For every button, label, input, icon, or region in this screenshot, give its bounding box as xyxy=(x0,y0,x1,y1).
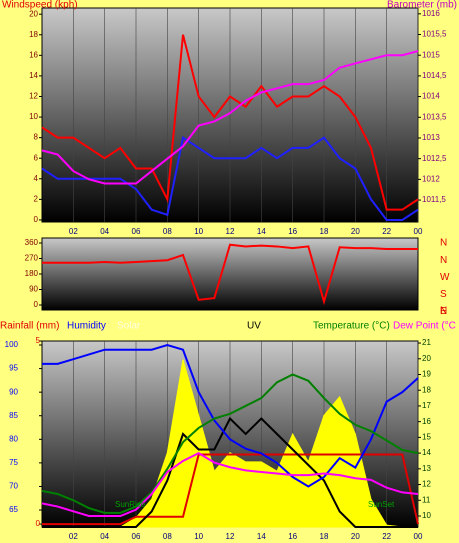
legend-entry: UV xyxy=(247,321,261,332)
x-tick-label: 04 xyxy=(100,532,109,541)
y2-axis-title: Barometer (mb) xyxy=(387,0,457,11)
x-tick-label: 14 xyxy=(257,227,266,236)
x-tick-label: 22 xyxy=(382,227,391,236)
y-tick-label: 5 xyxy=(36,336,41,345)
y-tick-label: 180 xyxy=(25,269,39,278)
compass-label: E xyxy=(440,306,447,317)
legend-entry: Dew Point (°C xyxy=(393,321,456,332)
legend-entry: Temperature (°C) xyxy=(313,321,390,332)
x-tick-label: 08 xyxy=(163,227,172,236)
y-tick-label: 20 xyxy=(422,354,431,363)
y-tick-label: 1011,5 xyxy=(422,195,446,204)
y-tick-label: 16 xyxy=(29,50,38,59)
y-tick-label: 4 xyxy=(34,174,39,183)
x-tick-label: 08 xyxy=(163,532,172,541)
y-tick-label: 85 xyxy=(9,411,18,420)
y-tick-label: 1013,5 xyxy=(422,112,447,121)
y-tick-label: 11 xyxy=(422,495,431,504)
y-tick-label: 1015,5 xyxy=(422,30,447,39)
y-tick-label: 6 xyxy=(34,153,39,162)
y-tick-label: 2 xyxy=(34,194,39,203)
series-line xyxy=(41,373,419,514)
y-tick-label: 15 xyxy=(422,432,431,441)
y-tick-label: 1014 xyxy=(422,92,440,101)
y-tick-label: 21 xyxy=(422,338,431,347)
series-line xyxy=(42,416,418,528)
y-tick-label: 14 xyxy=(29,71,38,80)
y-tick-label: 1012 xyxy=(422,174,440,183)
y-tick-label: 1016 xyxy=(422,9,440,18)
annotation: SunRise xyxy=(115,500,146,509)
y-tick-label: 1013 xyxy=(422,133,440,142)
x-tick-label: 12 xyxy=(226,227,235,236)
annotation: SunSet xyxy=(368,500,395,509)
x-tick-label: 02 xyxy=(69,227,78,236)
y-tick-label: 360 xyxy=(25,238,39,247)
y-tick-label: 18 xyxy=(29,30,38,39)
x-tick-label: 14 xyxy=(257,532,266,541)
y-tick-label: 10 xyxy=(422,511,431,520)
y-tick-label: 16 xyxy=(422,417,431,426)
y-tick-label: 8 xyxy=(34,133,39,142)
y-tick-label: 0 xyxy=(34,300,39,309)
x-tick-label: 00 xyxy=(414,532,423,541)
y-tick-label: 80 xyxy=(9,434,18,443)
y-tick-label: 0 xyxy=(34,215,39,224)
series-line xyxy=(42,453,419,526)
compass-label: N xyxy=(440,238,447,249)
x-tick-label: 20 xyxy=(351,532,360,541)
plot-background xyxy=(41,237,419,311)
y-tick-label: 95 xyxy=(9,364,18,373)
y-tick-label: 65 xyxy=(9,505,18,514)
compass-label: N xyxy=(440,306,447,317)
x-tick-label: 20 xyxy=(351,227,360,236)
series-line xyxy=(41,451,419,517)
y-tick-label: 18 xyxy=(422,385,431,394)
x-tick-label: 18 xyxy=(320,227,329,236)
x-tick-label: 10 xyxy=(194,532,203,541)
legend-entry: Humidity xyxy=(67,321,106,332)
y-tick-label: 90 xyxy=(29,285,38,294)
legend-entry: Solar xyxy=(117,321,141,332)
y-tick-label: 100 xyxy=(5,340,19,349)
y-tick-label: 19 xyxy=(422,370,431,379)
series-line xyxy=(41,50,419,185)
x-tick-label: 18 xyxy=(320,532,329,541)
x-tick-label: 12 xyxy=(226,532,235,541)
x-tick-label: 22 xyxy=(382,532,391,541)
series-line xyxy=(41,135,419,221)
compass-label: S xyxy=(440,289,447,300)
y-tick-label: 1015 xyxy=(422,50,440,59)
y-tick-label: 1012,5 xyxy=(422,154,447,163)
legend-entry: Rainfall (mm) xyxy=(0,321,59,332)
x-tick-label: 06 xyxy=(132,532,141,541)
series-line xyxy=(42,343,419,488)
x-tick-label: 04 xyxy=(100,227,109,236)
series-line xyxy=(42,243,418,306)
y-tick-label: 12 xyxy=(29,92,38,101)
x-tick-label: 16 xyxy=(288,532,297,541)
y-tick-label: 70 xyxy=(9,482,18,491)
y-tick-label: 17 xyxy=(422,401,431,410)
y-tick-label: 10 xyxy=(29,112,38,121)
x-tick-label: 16 xyxy=(288,227,297,236)
x-tick-label: 00 xyxy=(414,227,423,236)
compass-label: N xyxy=(440,255,447,266)
y-tick-label: 0 xyxy=(36,519,41,528)
y-tick-label: 14 xyxy=(422,448,431,457)
x-tick-label: 10 xyxy=(194,227,203,236)
y-tick-label: 13 xyxy=(422,464,431,473)
x-tick-label: 02 xyxy=(69,532,78,541)
y-tick-label: 20 xyxy=(29,9,38,18)
y-axis-title: Windspeed (kph) xyxy=(2,0,78,11)
y-tick-label: 12 xyxy=(422,480,431,489)
y-tick-label: 1014,5 xyxy=(422,71,447,80)
y-tick-label: 270 xyxy=(25,254,39,263)
x-tick-label: 06 xyxy=(132,227,141,236)
series-line xyxy=(41,34,419,211)
compass-label: W xyxy=(440,272,450,283)
y-tick-label: 75 xyxy=(9,458,18,467)
y-tick-label: 90 xyxy=(9,387,18,396)
